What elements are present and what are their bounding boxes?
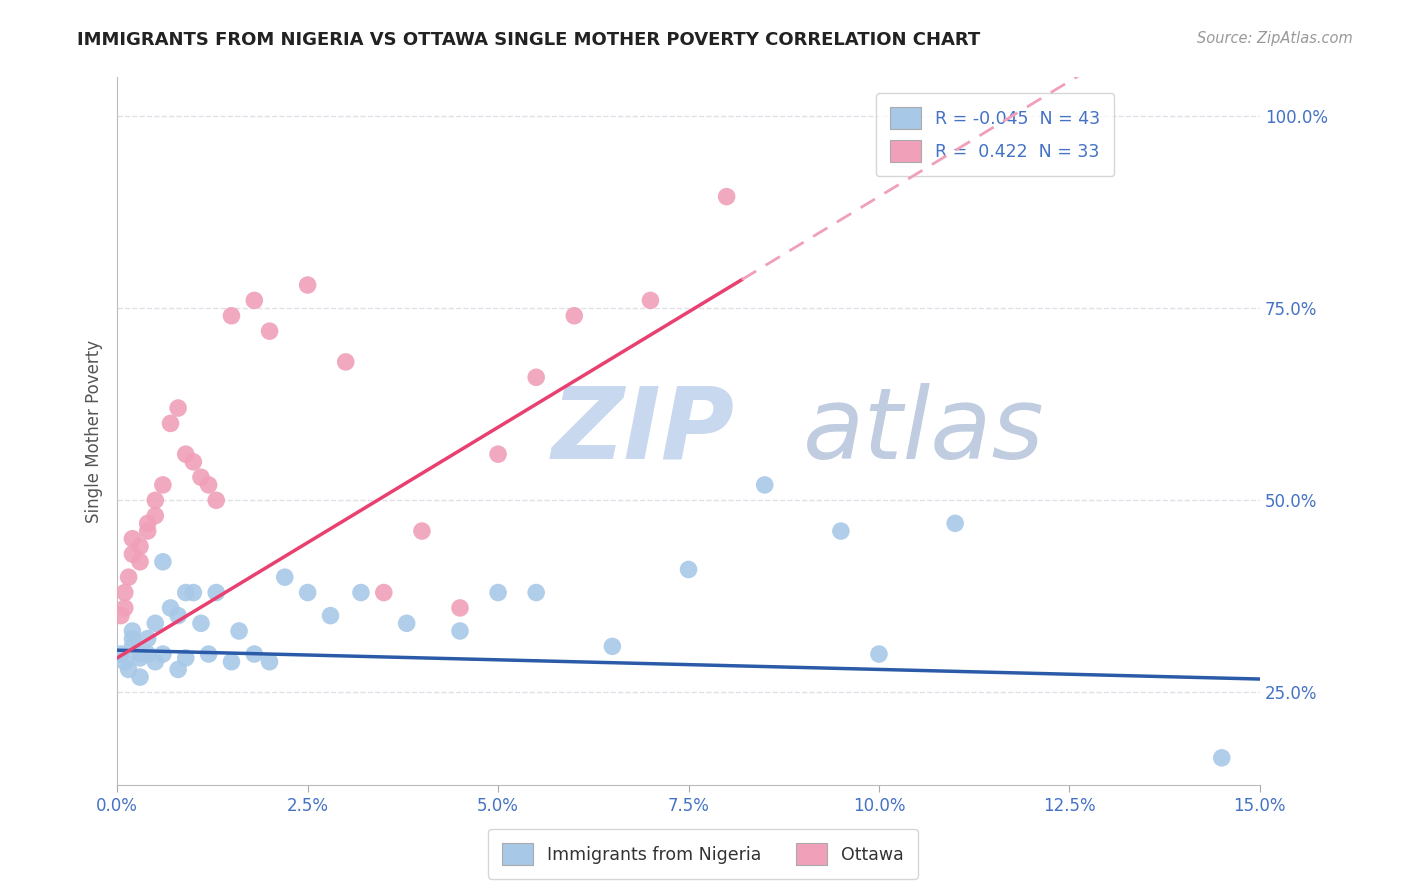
Point: [943, 516, 966, 531]
Text: IMMIGRANTS FROM NIGERIA VS OTTAWA SINGLE MOTHER POVERTY CORRELATION CHART: IMMIGRANTS FROM NIGERIA VS OTTAWA SINGLE…: [77, 31, 980, 49]
Point: [716, 189, 738, 203]
Point: [167, 662, 190, 676]
Point: [449, 601, 471, 615]
Point: [228, 624, 250, 638]
Point: [174, 447, 197, 461]
Point: [117, 662, 139, 676]
Point: [190, 616, 212, 631]
Point: [136, 647, 159, 661]
Text: Source: ZipAtlas.com: Source: ZipAtlas.com: [1197, 31, 1353, 46]
Point: [830, 524, 852, 538]
Point: [129, 647, 152, 661]
Point: [129, 555, 152, 569]
Text: atlas: atlas: [803, 383, 1045, 480]
Point: [136, 516, 159, 531]
Point: [274, 570, 297, 584]
Legend: R = -0.045  N = 43, R =  0.422  N = 33: R = -0.045 N = 43, R = 0.422 N = 33: [876, 93, 1114, 176]
Point: [136, 524, 159, 538]
Point: [395, 616, 418, 631]
Point: [678, 562, 700, 576]
Point: [319, 608, 342, 623]
Point: [754, 478, 776, 492]
Point: [335, 355, 357, 369]
Point: [174, 585, 197, 599]
Point: [350, 585, 373, 599]
Point: [243, 293, 266, 308]
Point: [486, 447, 509, 461]
Point: [183, 455, 205, 469]
Point: [167, 608, 190, 623]
Point: [868, 647, 890, 661]
Point: [373, 585, 395, 599]
Point: [205, 493, 228, 508]
Point: [562, 309, 585, 323]
Point: [114, 655, 136, 669]
Point: [159, 417, 181, 431]
Point: [205, 585, 228, 599]
Point: [121, 532, 143, 546]
Point: [143, 508, 166, 523]
Point: [174, 651, 197, 665]
Point: [640, 293, 662, 308]
Point: [1211, 751, 1233, 765]
Point: [114, 601, 136, 615]
Text: ZIP: ZIP: [551, 383, 734, 480]
Point: [524, 370, 547, 384]
Point: [152, 478, 174, 492]
Point: [297, 585, 319, 599]
Point: [143, 655, 166, 669]
Point: [221, 309, 243, 323]
Point: [129, 670, 152, 684]
Point: [152, 647, 174, 661]
Point: [152, 555, 174, 569]
Y-axis label: Single Mother Poverty: Single Mother Poverty: [86, 340, 103, 523]
Point: [110, 608, 132, 623]
Point: [411, 524, 433, 538]
Point: [221, 655, 243, 669]
Point: [121, 640, 143, 654]
Point: [190, 470, 212, 484]
Point: [602, 640, 624, 654]
Point: [143, 493, 166, 508]
Point: [121, 624, 143, 638]
Point: [259, 655, 281, 669]
Point: [129, 651, 152, 665]
Point: [167, 401, 190, 415]
Legend: Immigrants from Nigeria, Ottawa: Immigrants from Nigeria, Ottawa: [488, 829, 918, 879]
Point: [297, 278, 319, 293]
Point: [486, 585, 509, 599]
Point: [143, 616, 166, 631]
Point: [243, 647, 266, 661]
Point: [121, 547, 143, 561]
Point: [449, 624, 471, 638]
Point: [159, 601, 181, 615]
Point: [117, 570, 139, 584]
Point: [121, 632, 143, 646]
Point: [524, 585, 547, 599]
Point: [197, 478, 219, 492]
Point: [197, 647, 219, 661]
Point: [136, 632, 159, 646]
Point: [110, 647, 132, 661]
Point: [129, 540, 152, 554]
Point: [114, 585, 136, 599]
Point: [259, 324, 281, 338]
Point: [183, 585, 205, 599]
